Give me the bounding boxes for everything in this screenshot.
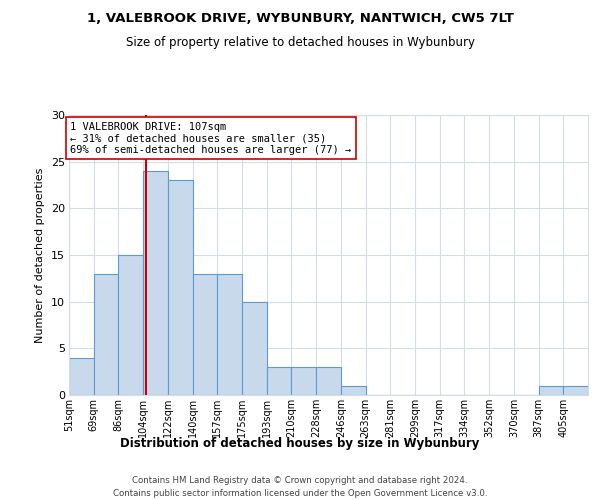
Bar bbox=[292, 367, 316, 395]
Bar bbox=[316, 367, 341, 395]
Bar bbox=[539, 386, 563, 395]
Bar bbox=[563, 386, 588, 395]
Bar bbox=[94, 274, 118, 395]
Text: Contains HM Land Registry data © Crown copyright and database right 2024.: Contains HM Land Registry data © Crown c… bbox=[132, 476, 468, 485]
Y-axis label: Number of detached properties: Number of detached properties bbox=[35, 168, 45, 342]
Bar bbox=[168, 180, 193, 395]
Text: 1, VALEBROOK DRIVE, WYBUNBURY, NANTWICH, CW5 7LT: 1, VALEBROOK DRIVE, WYBUNBURY, NANTWICH,… bbox=[86, 12, 514, 26]
Bar bbox=[118, 255, 143, 395]
Bar bbox=[267, 367, 292, 395]
Text: Contains public sector information licensed under the Open Government Licence v3: Contains public sector information licen… bbox=[113, 489, 487, 498]
Text: Size of property relative to detached houses in Wybunbury: Size of property relative to detached ho… bbox=[125, 36, 475, 49]
Text: Distribution of detached houses by size in Wybunbury: Distribution of detached houses by size … bbox=[121, 438, 479, 450]
Bar bbox=[341, 386, 365, 395]
Bar bbox=[242, 302, 267, 395]
Bar bbox=[143, 171, 168, 395]
Bar bbox=[193, 274, 217, 395]
Text: 1 VALEBROOK DRIVE: 107sqm
← 31% of detached houses are smaller (35)
69% of semi-: 1 VALEBROOK DRIVE: 107sqm ← 31% of detac… bbox=[70, 122, 352, 154]
Bar bbox=[69, 358, 94, 395]
Bar bbox=[217, 274, 242, 395]
